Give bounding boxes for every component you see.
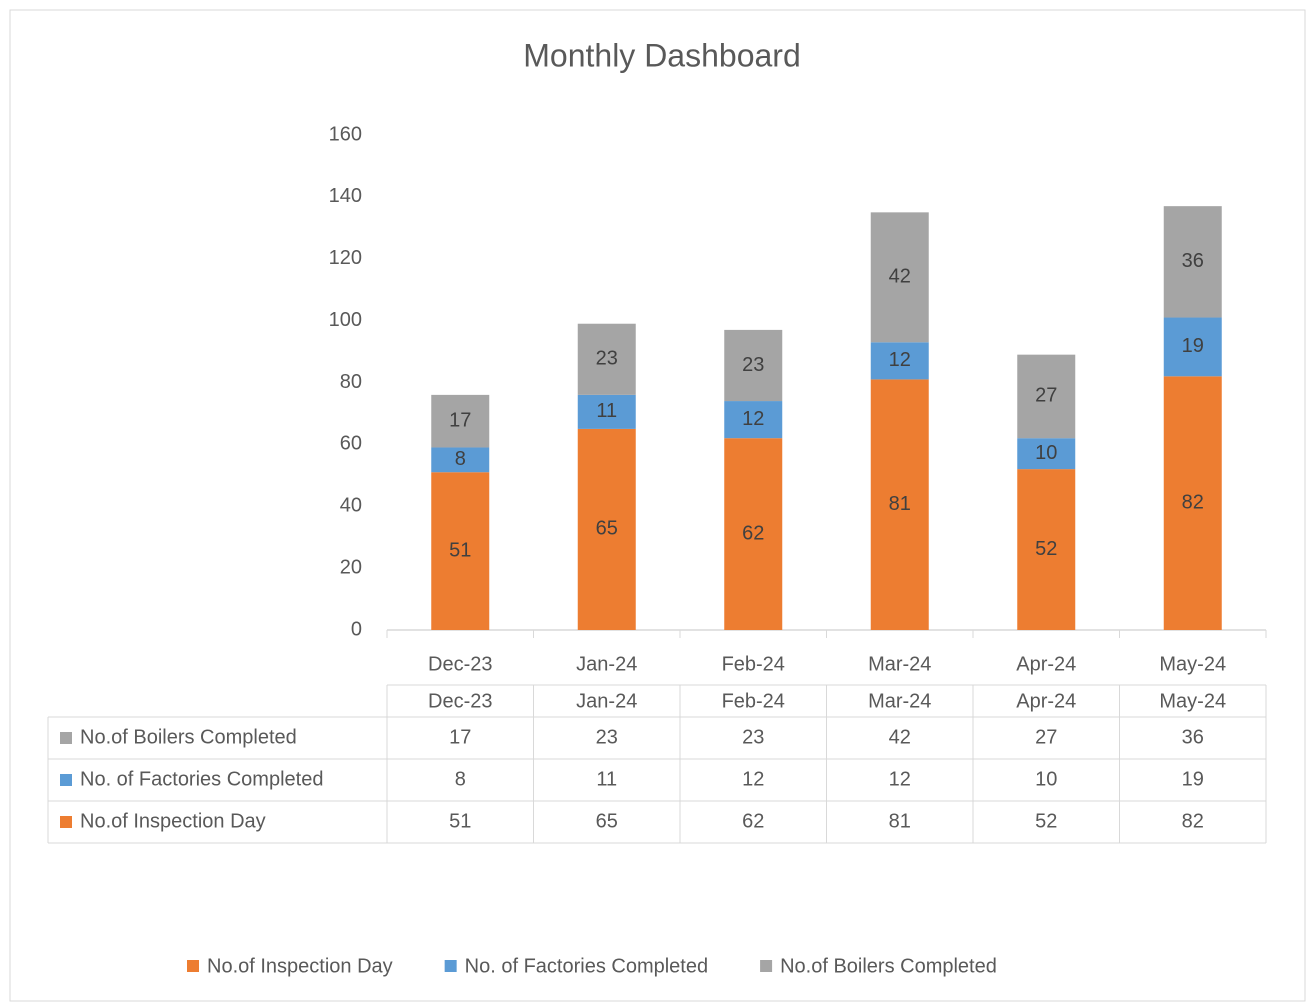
table-row-label: No.of Boilers Completed bbox=[80, 726, 297, 748]
table-cell: 62 bbox=[742, 810, 764, 832]
bar-segment bbox=[1163, 206, 1222, 318]
table-cell: 82 bbox=[1182, 810, 1204, 832]
bar-segment bbox=[1017, 354, 1076, 439]
data-label: 19 bbox=[1182, 335, 1204, 357]
bar-segment bbox=[577, 428, 636, 630]
bar-segment bbox=[431, 447, 490, 473]
data-label: 12 bbox=[889, 349, 911, 371]
legend-key bbox=[760, 960, 773, 972]
bar-segment bbox=[724, 438, 783, 630]
y-tick-label: 40 bbox=[340, 495, 362, 517]
y-tick-label: 0 bbox=[351, 618, 362, 640]
x-tick-label: May-24 bbox=[1159, 653, 1226, 675]
y-tick-label: 100 bbox=[329, 309, 362, 331]
bar-segment bbox=[431, 472, 490, 630]
table-header: Mar-24 bbox=[868, 690, 931, 712]
table-cell: 10 bbox=[1035, 768, 1057, 790]
bar-segment bbox=[870, 379, 929, 630]
bar-segment bbox=[1163, 317, 1222, 377]
table-row-label: No. of Factories Completed bbox=[80, 768, 323, 790]
y-tick-label: 80 bbox=[340, 371, 362, 393]
data-label: 27 bbox=[1035, 385, 1057, 407]
table-header: Apr-24 bbox=[1016, 690, 1076, 712]
table-cell: 23 bbox=[596, 726, 618, 748]
bar-segment bbox=[870, 342, 929, 380]
bar-segment bbox=[577, 323, 636, 395]
legend-key bbox=[444, 960, 457, 972]
table-legend-key bbox=[60, 774, 72, 786]
y-tick-label: 140 bbox=[329, 185, 362, 207]
table-row-label: No.of Inspection Day bbox=[80, 810, 266, 832]
data-label: 52 bbox=[1035, 538, 1057, 560]
table-cell: 19 bbox=[1182, 768, 1204, 790]
table-cell: 42 bbox=[889, 726, 911, 748]
table-cell: 23 bbox=[742, 726, 764, 748]
table-cell: 81 bbox=[889, 810, 911, 832]
table-header: Jan-24 bbox=[576, 690, 637, 712]
y-tick-label: 120 bbox=[329, 247, 362, 269]
table-cell: 17 bbox=[449, 726, 471, 748]
bar-segment bbox=[1017, 469, 1076, 630]
table-header: Feb-24 bbox=[722, 690, 785, 712]
table-cell: 27 bbox=[1035, 726, 1057, 748]
table-cell: 12 bbox=[742, 768, 764, 790]
data-label: 82 bbox=[1182, 491, 1204, 513]
table-cell: 12 bbox=[889, 768, 911, 790]
table-legend-key bbox=[60, 732, 72, 744]
y-tick-label: 20 bbox=[340, 556, 362, 578]
data-label: 62 bbox=[742, 522, 764, 544]
x-tick-label: Dec-23 bbox=[428, 653, 492, 675]
table-cell: 8 bbox=[455, 768, 466, 790]
table-cell: 65 bbox=[596, 810, 618, 832]
data-label: 17 bbox=[449, 409, 471, 431]
y-tick-label: 60 bbox=[340, 433, 362, 455]
y-tick-label: 160 bbox=[329, 123, 362, 145]
data-label: 12 bbox=[742, 408, 764, 430]
x-tick-label: Mar-24 bbox=[868, 653, 931, 675]
bar-segment bbox=[1163, 376, 1222, 630]
chart-border bbox=[9, 9, 1306, 1002]
bar-segment bbox=[577, 394, 636, 429]
bar-segment bbox=[724, 329, 783, 402]
legend-key bbox=[187, 960, 199, 972]
bar-segment bbox=[724, 401, 783, 439]
legend-label: No.of Boilers Completed bbox=[780, 955, 997, 977]
legend-label: No.of Inspection Day bbox=[207, 955, 393, 977]
bar-segment bbox=[431, 394, 490, 448]
data-label: 51 bbox=[449, 539, 471, 561]
data-label: 23 bbox=[596, 348, 618, 370]
chart-title: Monthly Dashboard bbox=[523, 37, 800, 73]
bar-segment bbox=[1017, 438, 1076, 470]
data-label: 36 bbox=[1182, 250, 1204, 272]
x-tick-label: Apr-24 bbox=[1016, 653, 1076, 675]
table-cell: 51 bbox=[449, 810, 471, 832]
table-cell: 36 bbox=[1182, 726, 1204, 748]
x-tick-label: Feb-24 bbox=[722, 653, 785, 675]
data-label: 65 bbox=[596, 518, 618, 540]
data-label: 10 bbox=[1035, 442, 1057, 464]
x-tick-label: Jan-24 bbox=[576, 653, 637, 675]
table-header: May-24 bbox=[1159, 690, 1226, 712]
table-cell: 11 bbox=[596, 768, 617, 790]
table-cell: 52 bbox=[1035, 810, 1057, 832]
data-label: 8 bbox=[455, 448, 466, 470]
data-label: 81 bbox=[889, 493, 911, 515]
legend-label: No. of Factories Completed bbox=[465, 955, 708, 977]
bar-segment bbox=[870, 212, 929, 343]
data-label: 23 bbox=[742, 354, 764, 376]
table-header: Dec-23 bbox=[428, 690, 492, 712]
table-legend-key bbox=[60, 816, 72, 828]
data-label: 11 bbox=[596, 400, 617, 422]
data-label: 42 bbox=[889, 266, 911, 288]
